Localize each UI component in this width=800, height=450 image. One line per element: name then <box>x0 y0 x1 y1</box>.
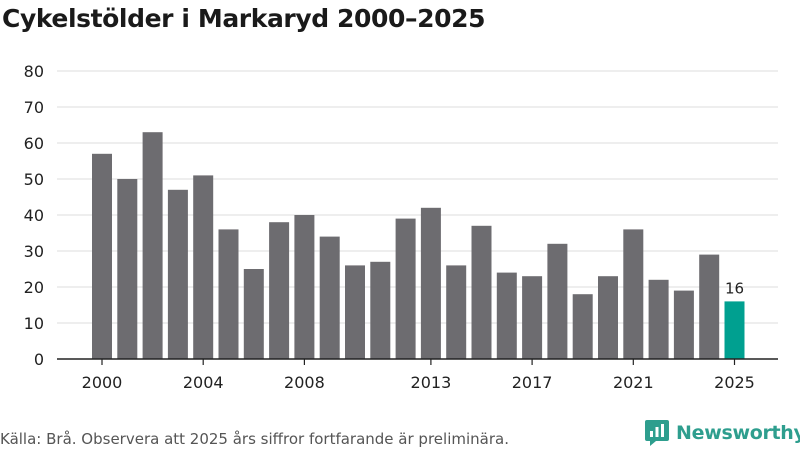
bar-2013 <box>420 207 441 359</box>
x-tick-label-2004: 2004 <box>183 373 224 392</box>
bar-2022 <box>648 279 669 359</box>
newsworthy-logo: Newsworthy <box>644 419 800 447</box>
y-tick-label-70: 70 <box>24 98 44 117</box>
gridlines <box>57 70 778 324</box>
value-labels: 16 <box>725 279 744 297</box>
source-note: Källa: Brå. Observera att 2025 års siffr… <box>0 430 509 448</box>
bar-2012 <box>395 218 416 359</box>
bar-2000 <box>92 153 112 359</box>
bar-2003 <box>167 189 188 359</box>
chart-title: Cykelstölder i Markaryd 2000–2025 <box>2 4 486 33</box>
bar-2005 <box>218 229 239 359</box>
bar-2001 <box>117 179 138 359</box>
x-tick-marks <box>101 359 736 365</box>
x-tick-labels: 2000 2004 2008 2013 2017 2021 2025 <box>82 373 755 392</box>
y-tick-label-20: 20 <box>24 278 44 297</box>
bars <box>92 132 745 359</box>
bar-2007 <box>269 222 290 359</box>
y-tick-label-30: 30 <box>24 242 44 261</box>
bar-2006 <box>243 269 264 359</box>
bar-2008 <box>294 215 315 359</box>
y-tick-label-80: 80 <box>24 62 44 81</box>
bar-2021 <box>623 229 644 359</box>
newsworthy-logo-icon <box>645 420 669 446</box>
x-tick-label-2021: 2021 <box>613 373 654 392</box>
x-tick-label-2017: 2017 <box>512 373 553 392</box>
value-label-2025: 16 <box>725 279 744 297</box>
y-tick-labels: 0 10 20 30 40 50 60 70 80 <box>24 62 44 369</box>
bar-2020 <box>598 276 618 359</box>
y-tick-label-0: 0 <box>34 350 44 369</box>
bar-2024 <box>699 254 720 359</box>
bar-2011 <box>370 261 391 359</box>
bar-2025 <box>724 301 745 359</box>
y-tick-label-10: 10 <box>24 314 44 333</box>
y-tick-label-50: 50 <box>24 170 44 189</box>
x-tick-label-2008: 2008 <box>284 373 325 392</box>
bar-2023 <box>673 290 694 359</box>
x-tick-label-2013: 2013 <box>411 373 452 392</box>
bar-2002 <box>142 132 163 359</box>
brand-name: Newsworthy <box>676 422 800 444</box>
bar-2017 <box>522 276 543 359</box>
bar-2014 <box>446 265 467 359</box>
bar-2016 <box>496 272 517 359</box>
bar-2010 <box>345 265 365 359</box>
bar-2004 <box>193 175 214 359</box>
x-tick-label-2025: 2025 <box>714 373 755 392</box>
x-tick-label-2000: 2000 <box>82 373 123 392</box>
bar-2019 <box>572 294 593 359</box>
y-tick-label-60: 60 <box>24 134 44 153</box>
bar-2009 <box>319 236 340 359</box>
bar-2015 <box>471 225 492 359</box>
bar-2018 <box>547 243 568 359</box>
y-tick-label-40: 40 <box>24 206 44 225</box>
